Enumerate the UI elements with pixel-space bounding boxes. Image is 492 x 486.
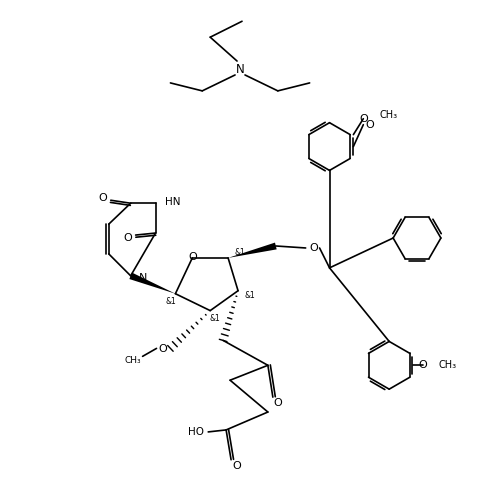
Text: &1: &1 [210, 314, 220, 323]
Text: CH₃: CH₃ [379, 110, 398, 120]
Text: HN: HN [165, 197, 181, 207]
Text: N: N [139, 273, 147, 283]
Polygon shape [129, 273, 176, 294]
Text: &1: &1 [235, 248, 246, 258]
Polygon shape [228, 243, 277, 258]
Text: O: O [158, 345, 167, 354]
Text: CH₃: CH₃ [124, 356, 141, 365]
Text: O: O [274, 398, 282, 408]
Text: CH₃: CH₃ [439, 360, 457, 370]
Text: O: O [188, 252, 197, 262]
Text: O: O [366, 120, 374, 130]
Text: N: N [236, 63, 245, 75]
Text: O: O [309, 243, 318, 253]
Text: O: O [123, 233, 132, 243]
Text: &1: &1 [245, 291, 255, 300]
Text: O: O [359, 114, 368, 124]
Text: O: O [233, 461, 242, 471]
Text: O: O [98, 193, 107, 203]
Text: &1: &1 [165, 297, 176, 306]
Text: O: O [419, 360, 428, 370]
Text: HO: HO [188, 427, 204, 437]
